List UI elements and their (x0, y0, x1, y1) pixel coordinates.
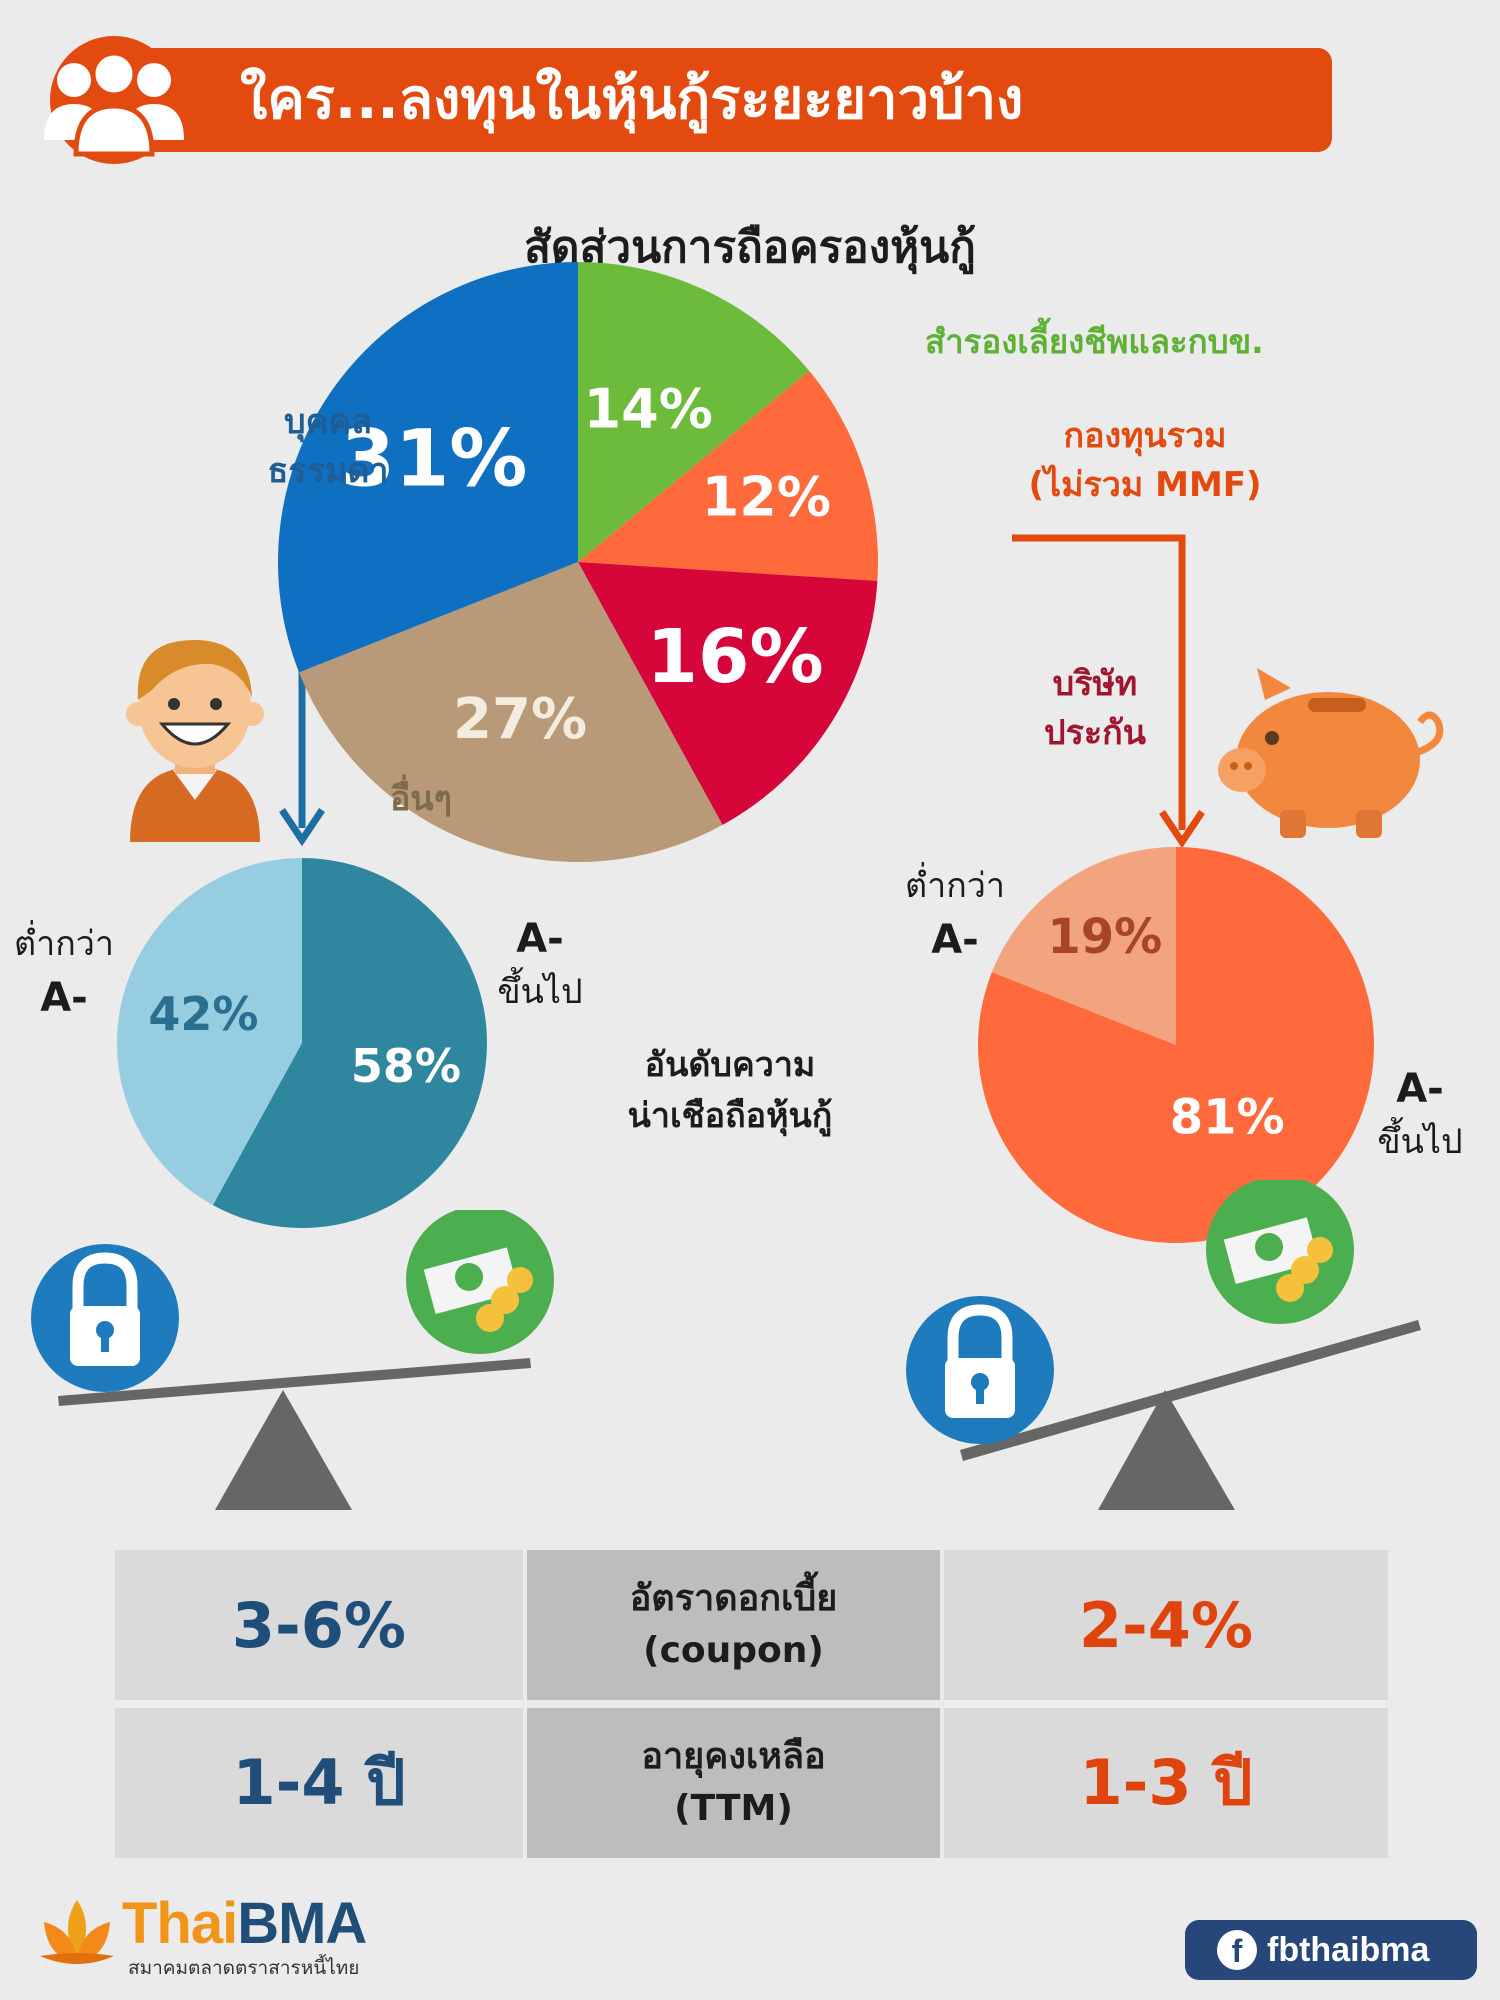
holding-slice-0 (578, 262, 810, 562)
holding-slice-2 (578, 562, 878, 825)
legend-pension-fund: สำรองเลี้ยงชีพและกบข. (925, 322, 1264, 361)
money-coins-icon (1206, 1180, 1354, 1324)
rating-note: อันดับความ น่าเชือถือหุ้นกู้ (627, 1045, 833, 1136)
left-low-rating-label: ต่ำกว่า A- (14, 924, 114, 1022)
left-seesaw-balance-icon (31, 1210, 554, 1510)
holding-value-label-2: 16% (646, 614, 823, 700)
money-coins-icon (406, 1210, 554, 1354)
thaibma-logo-subtitle: สมาคมตลาดตราสารหนี้ไทย (128, 1957, 360, 1979)
thaibma-logo-text: ThaiBMA (122, 1891, 367, 1956)
individual-rating-pie-chart: 58% 42% (117, 858, 488, 1228)
individual-rating-slice-0 (212, 858, 488, 1228)
fund-rating-value-label-0: 81% (1170, 1089, 1285, 1145)
table-coupon-label: อัตราดอกเบี้ย (coupon) (527, 1550, 940, 1700)
fund-rating-slice-1 (991, 847, 1176, 1045)
right-seesaw-balance-icon (906, 1180, 1421, 1510)
holding-value-label-3: 27% (453, 687, 587, 752)
padlock-icon (906, 1296, 1054, 1444)
holding-slice-4 (277, 262, 578, 673)
table-coupon-fund: 2-4% (944, 1550, 1388, 1700)
facebook-badge[interactable]: f fbthaibma (1185, 1920, 1477, 1980)
padlock-icon (31, 1244, 179, 1392)
table-ttm-label: อายุคงเหลือ (TTM) (527, 1708, 940, 1858)
fund-rating-slice-0 (978, 847, 1374, 1243)
page-title: ใคร...ลงทุนในหุ้นกู้ระยะยาวบ้าง (240, 67, 1024, 132)
header-banner (70, 48, 1332, 152)
holding-slice-3 (299, 562, 723, 863)
people-group-icon (44, 36, 184, 164)
table-ttm-fund: 1-3 ปี (944, 1708, 1388, 1858)
holding-value-label-4: 31% (341, 415, 528, 505)
legend-others: อื่นๆ (390, 779, 452, 819)
individual-rating-value-label-1: 42% (148, 987, 258, 1041)
table-coupon-individual: 3-6% (115, 1550, 523, 1700)
right-high-rating-label: A- ขึ้นไป (1377, 1066, 1463, 1162)
legend-mutual-fund: กองทุนรวม (ไม่รวม MMF) (1028, 416, 1262, 506)
holding-pie-chart: 14% 12% 16% 27% 31% (277, 262, 878, 863)
table-ttm-individual: 1-4 ปี (115, 1708, 523, 1858)
holding-value-label-0: 14% (584, 377, 713, 440)
facebook-handle: fbthaibma (1267, 1930, 1430, 1969)
thaibma-lotus-logo-icon (40, 1900, 114, 1964)
smiling-person-icon (126, 639, 264, 842)
left-high-rating-label: A- ขึ้นไป (497, 916, 583, 1012)
legend-individual: บุคคล ธรรมดา (267, 402, 389, 492)
fund-rating-value-label-1: 19% (1047, 909, 1162, 965)
piggy-bank-icon (1218, 668, 1444, 838)
facebook-icon: f (1217, 1930, 1257, 1970)
individual-rating-value-label-0: 58% (351, 1039, 461, 1093)
legend-insurance: บริษัท ประกัน (1044, 664, 1146, 754)
holding-value-label-1: 12% (702, 465, 831, 528)
fund-rating-pie-chart: 81% 19% (978, 847, 1374, 1243)
individual-rating-slice-1 (117, 858, 302, 1206)
holding-slice-1 (578, 370, 878, 581)
right-low-rating-label: ต่ำกว่า A- (905, 866, 1005, 964)
